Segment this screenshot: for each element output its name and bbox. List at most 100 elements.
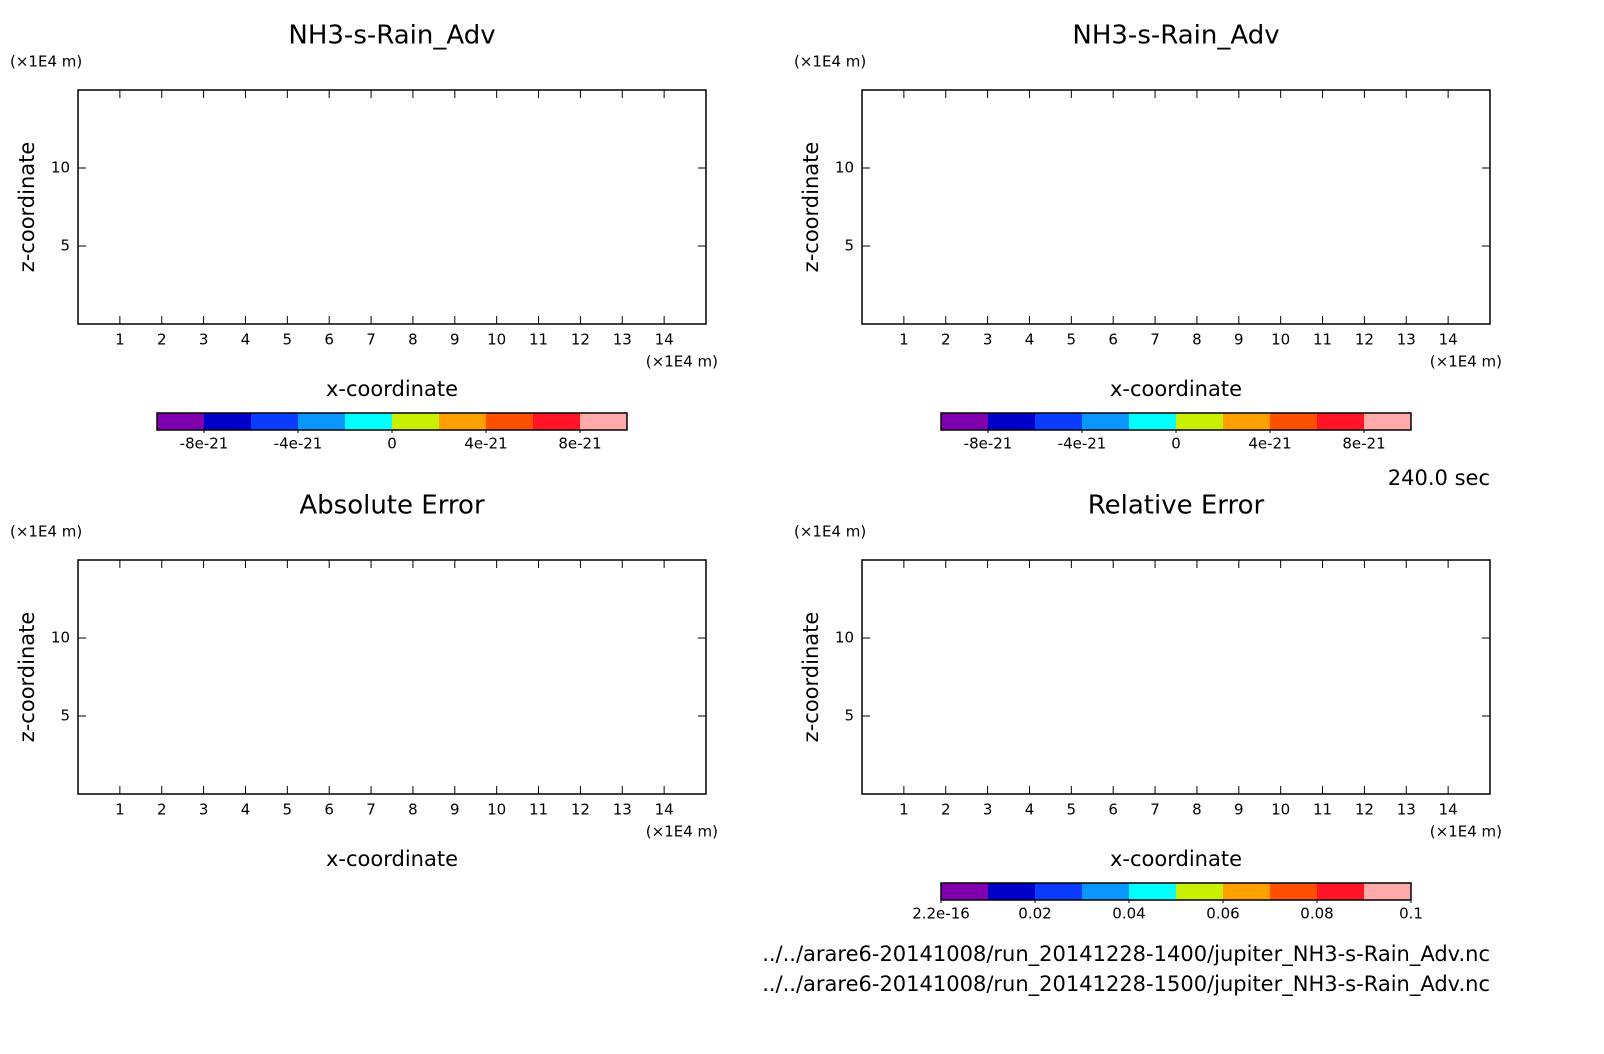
x-tick-label: 2 bbox=[941, 331, 951, 349]
plot-frame bbox=[861, 89, 1491, 325]
colorbar-tick-label: 4e-21 bbox=[464, 435, 507, 453]
x-tick-label: 7 bbox=[366, 801, 376, 819]
colorbar-swatch bbox=[1270, 413, 1317, 430]
y-axis-label: z-coordinate bbox=[799, 142, 823, 273]
x-tick-label: 12 bbox=[1355, 331, 1374, 349]
x-tick-label: 3 bbox=[983, 331, 993, 349]
x-tick-label: 4 bbox=[241, 331, 251, 349]
x-tick-label: 1 bbox=[115, 801, 125, 819]
colorbar-swatch bbox=[251, 413, 298, 430]
x-tick-label: 1 bbox=[899, 801, 909, 819]
colorbar-tick-label: 0.08 bbox=[1300, 905, 1333, 923]
x-unit: (×1E4 m) bbox=[646, 823, 718, 841]
colorbar-swatch bbox=[345, 413, 392, 430]
y-unit: (×1E4 m) bbox=[10, 523, 82, 541]
x-tick-label: 4 bbox=[1025, 801, 1035, 819]
x-tick-label: 8 bbox=[408, 331, 418, 349]
x-tick-label: 9 bbox=[450, 331, 460, 349]
colorbar-tick-label: -4e-21 bbox=[1058, 435, 1107, 453]
colorbar-swatch bbox=[580, 413, 627, 430]
x-axis-label: x-coordinate bbox=[326, 377, 458, 401]
y-unit: (×1E4 m) bbox=[794, 53, 866, 71]
x-tick-label: 3 bbox=[199, 331, 209, 349]
x-tick-label: 9 bbox=[1234, 801, 1244, 819]
x-tick-label: 2 bbox=[157, 331, 167, 349]
colorbar-swatch bbox=[1176, 413, 1223, 430]
x-tick-label: 11 bbox=[529, 331, 548, 349]
x-axis-label: x-coordinate bbox=[326, 847, 458, 871]
y-tick-label: 5 bbox=[60, 707, 70, 725]
colorbar-swatch bbox=[1082, 413, 1129, 430]
x-tick-label: 5 bbox=[283, 801, 293, 819]
plot-frame bbox=[77, 89, 707, 325]
x-axis-label: x-coordinate bbox=[1110, 847, 1242, 871]
colorbar-tick-label: -4e-21 bbox=[274, 435, 323, 453]
colorbar-swatch bbox=[988, 883, 1035, 900]
colorbar-tick-label: -8e-21 bbox=[180, 435, 229, 453]
colorbar-swatch bbox=[1364, 883, 1411, 900]
y-unit: (×1E4 m) bbox=[10, 53, 82, 71]
colorbar-swatch bbox=[1317, 883, 1364, 900]
x-axis-label: x-coordinate bbox=[1110, 377, 1242, 401]
x-tick-label: 12 bbox=[1355, 801, 1374, 819]
x-tick-label: 6 bbox=[1108, 801, 1118, 819]
x-unit: (×1E4 m) bbox=[1430, 353, 1502, 371]
x-tick-label: 4 bbox=[1025, 331, 1035, 349]
y-tick-label: 10 bbox=[51, 159, 70, 177]
x-tick-label: 13 bbox=[613, 801, 632, 819]
colorbar-tick-label: 0.02 bbox=[1018, 905, 1051, 923]
x-tick-label: 7 bbox=[1150, 801, 1160, 819]
x-tick-label: 2 bbox=[157, 801, 167, 819]
colorbar-swatch bbox=[204, 413, 251, 430]
y-tick-label: 5 bbox=[844, 707, 854, 725]
x-tick-label: 9 bbox=[1234, 331, 1244, 349]
chart-title: NH3-s-Rain_Adv bbox=[288, 21, 495, 51]
colorbar-swatch bbox=[533, 413, 580, 430]
chart-title: Relative Error bbox=[1088, 491, 1265, 521]
x-tick-label: 11 bbox=[1313, 801, 1332, 819]
y-unit: (×1E4 m) bbox=[794, 523, 866, 541]
file-path: ../../arare6-20141008/run_20141228-1500/… bbox=[762, 972, 1490, 997]
y-tick-label: 10 bbox=[51, 629, 70, 647]
x-tick-label: 1 bbox=[899, 331, 909, 349]
x-tick-label: 13 bbox=[613, 331, 632, 349]
x-tick-label: 12 bbox=[571, 331, 590, 349]
colorbar-tick-label: 8e-21 bbox=[558, 435, 601, 453]
x-tick-label: 8 bbox=[1192, 801, 1202, 819]
x-tick-label: 3 bbox=[199, 801, 209, 819]
y-tick-label: 10 bbox=[835, 159, 854, 177]
colorbar-swatch bbox=[486, 413, 533, 430]
x-tick-label: 11 bbox=[1313, 331, 1332, 349]
x-tick-label: 12 bbox=[571, 801, 590, 819]
colorbar-swatch bbox=[941, 883, 988, 900]
plot-frame bbox=[77, 559, 707, 795]
colorbar-tick-label: 0.1 bbox=[1399, 905, 1423, 923]
time-label: 240.0 sec bbox=[1388, 466, 1490, 490]
x-tick-label: 5 bbox=[1067, 331, 1077, 349]
x-tick-label: 10 bbox=[487, 331, 506, 349]
colorbar-swatch bbox=[1035, 413, 1082, 430]
colorbar-swatch bbox=[157, 413, 204, 430]
colorbar-swatch bbox=[941, 413, 988, 430]
colorbar-swatch bbox=[1176, 883, 1223, 900]
chart-title: NH3-s-Rain_Adv bbox=[1072, 21, 1279, 51]
x-tick-label: 14 bbox=[1439, 801, 1458, 819]
x-tick-label: 14 bbox=[1439, 331, 1458, 349]
colorbar-swatch bbox=[439, 413, 486, 430]
x-tick-label: 10 bbox=[1271, 331, 1290, 349]
colorbar-tick-label: 0 bbox=[387, 435, 397, 453]
x-tick-label: 2 bbox=[941, 801, 951, 819]
x-tick-label: 4 bbox=[241, 801, 251, 819]
y-axis-label: z-coordinate bbox=[15, 612, 39, 743]
file-path: ../../arare6-20141008/run_20141228-1400/… bbox=[762, 942, 1490, 967]
colorbar-swatch bbox=[1082, 883, 1129, 900]
x-tick-label: 6 bbox=[324, 331, 334, 349]
colorbar-tick-label: 2.2e-16 bbox=[912, 905, 970, 923]
y-tick-label: 5 bbox=[60, 237, 70, 255]
colorbar-swatch bbox=[298, 413, 345, 430]
x-tick-label: 8 bbox=[408, 801, 418, 819]
x-tick-label: 9 bbox=[450, 801, 460, 819]
colorbar-tick-label: 0.06 bbox=[1206, 905, 1239, 923]
colorbar-swatch bbox=[1223, 413, 1270, 430]
x-tick-label: 6 bbox=[324, 801, 334, 819]
